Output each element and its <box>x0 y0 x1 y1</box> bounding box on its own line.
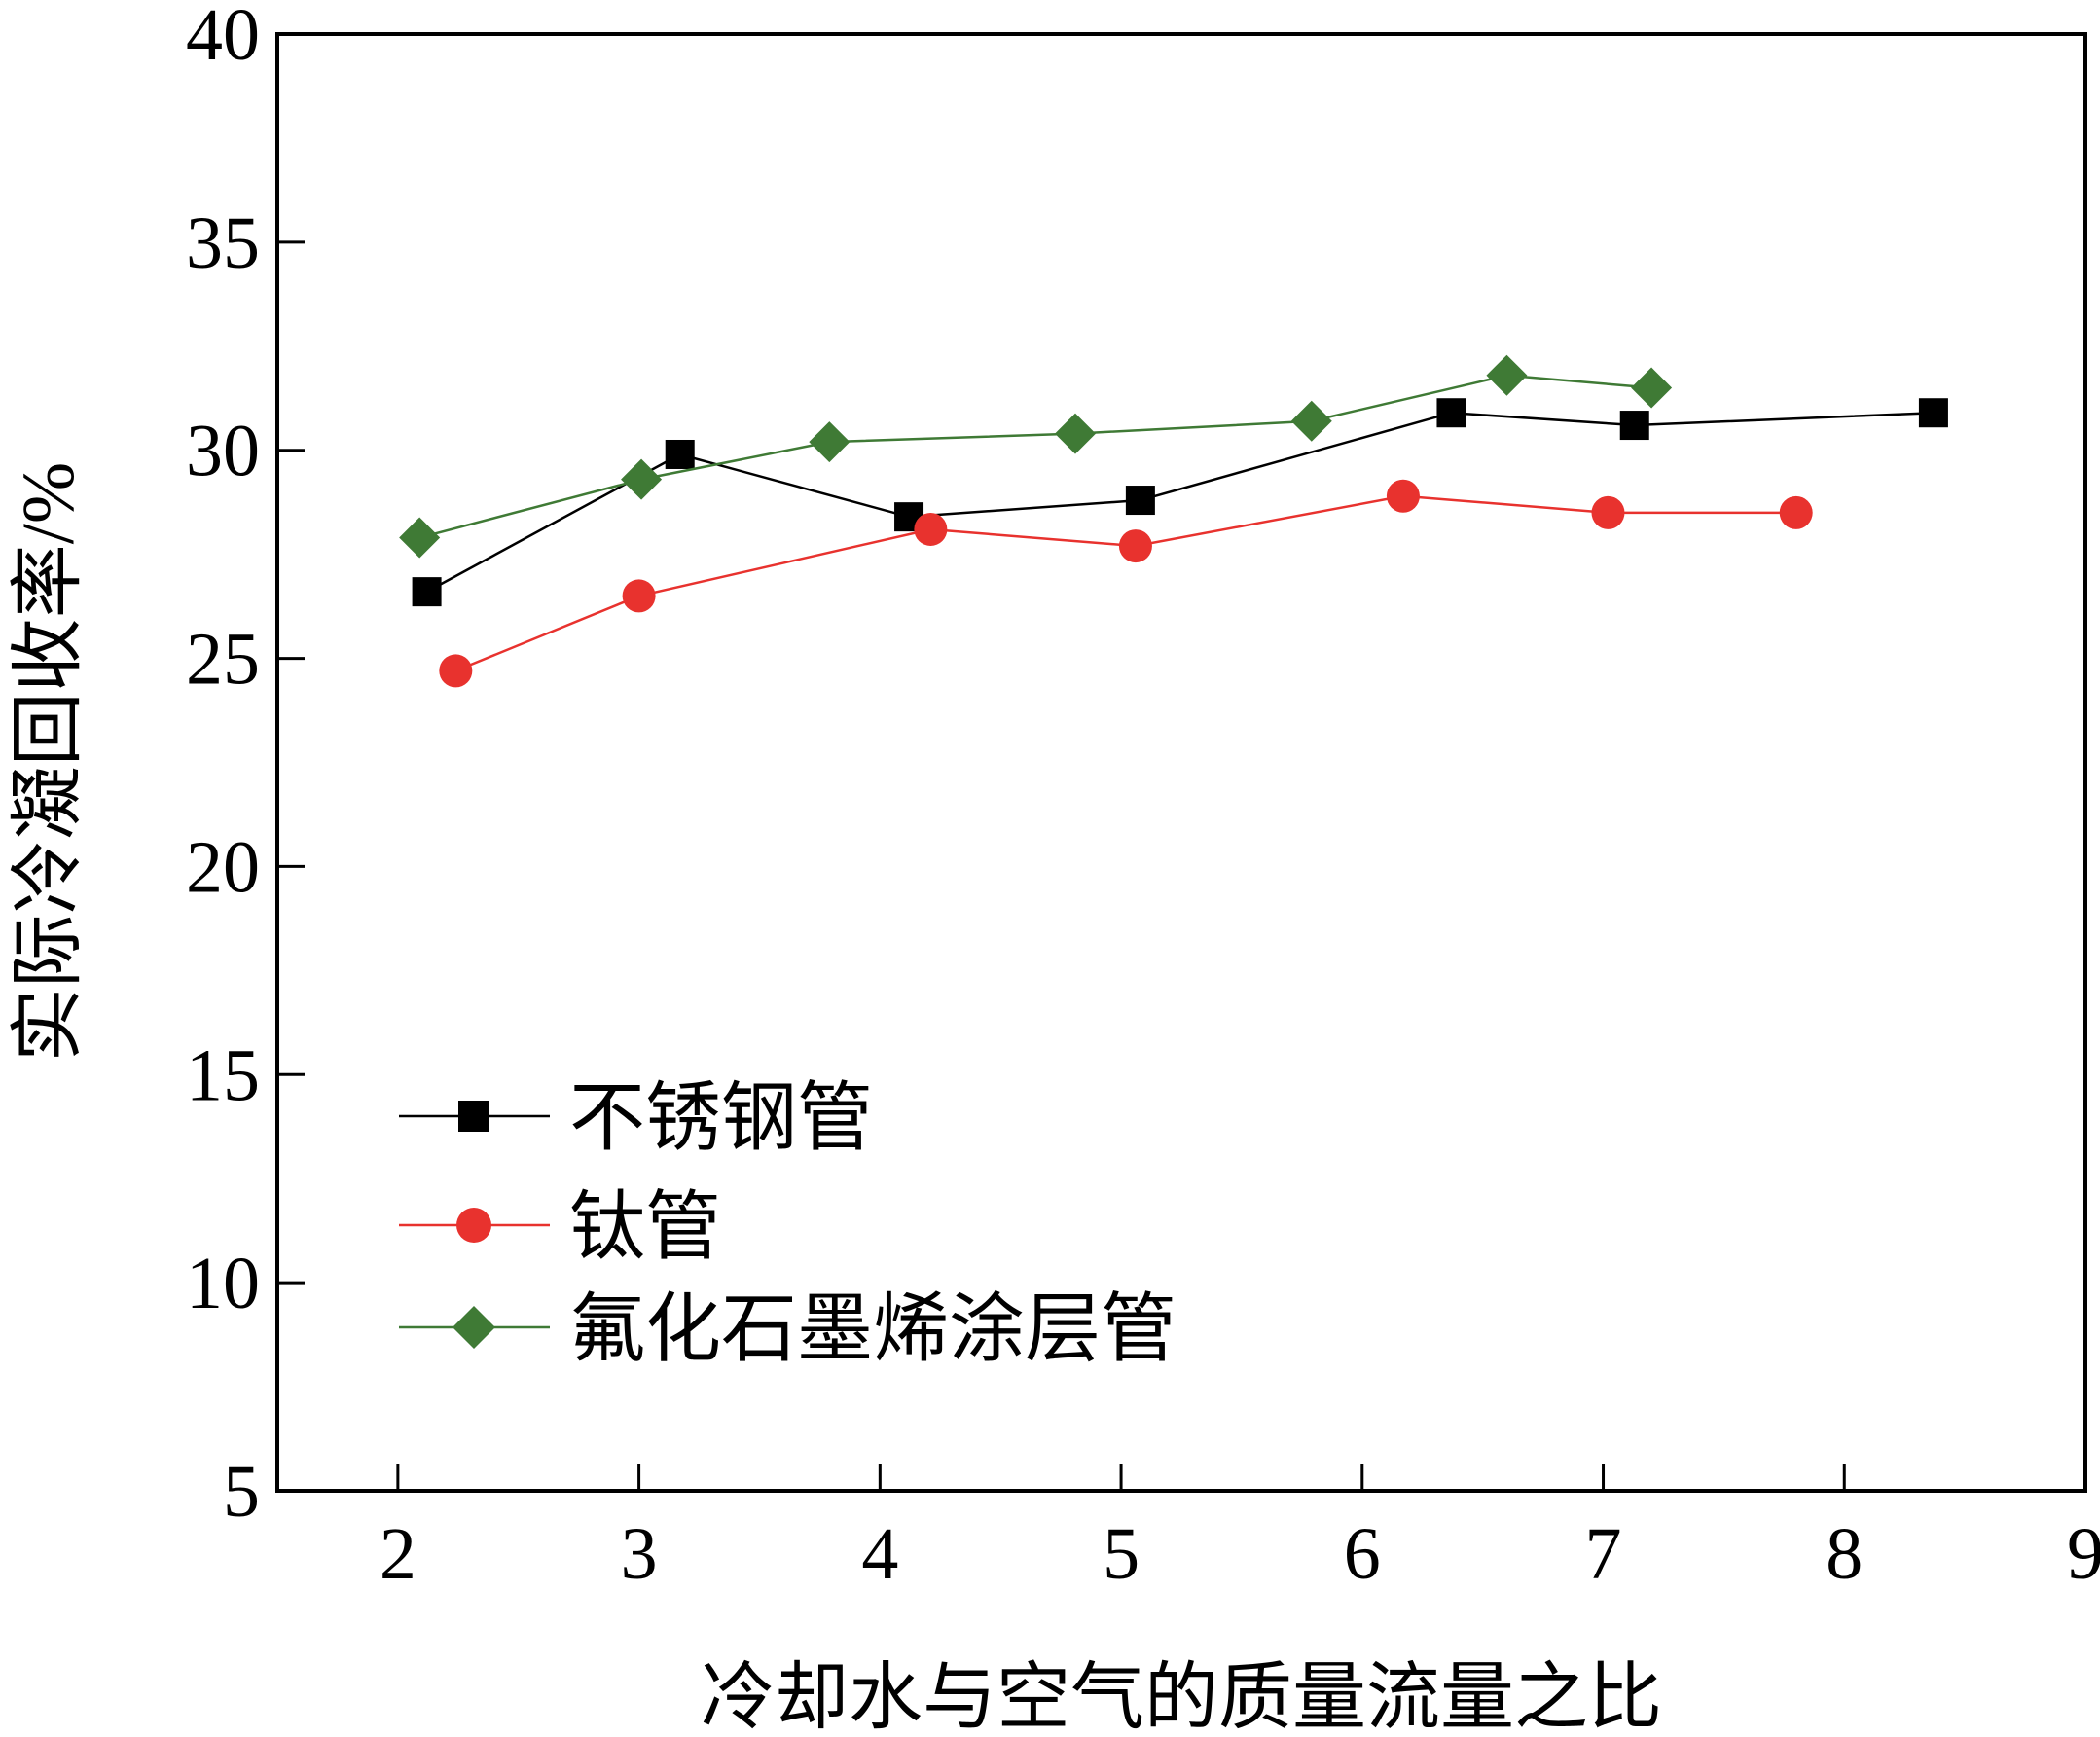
series-3 <box>399 354 1673 559</box>
data-point <box>1125 486 1155 516</box>
y-tick-label: 20 <box>186 826 260 908</box>
data-point <box>809 421 851 463</box>
data-point <box>1436 398 1466 428</box>
data-point <box>1386 479 1420 513</box>
y-tick-label: 35 <box>186 202 260 284</box>
y-tick-label: 40 <box>186 0 260 76</box>
legend-item: 钛管 <box>399 1184 721 1269</box>
legend-label: 氟化石墨烯涂层管 <box>569 1286 1177 1371</box>
series-layer <box>399 354 1948 688</box>
data-point <box>399 517 441 559</box>
y-tick-label: 10 <box>186 1243 260 1324</box>
series-line <box>425 411 1934 594</box>
legend-label: 钛管 <box>569 1184 721 1269</box>
y-axis: 5 10 15 20 25 30 35 40 <box>186 0 305 1533</box>
series-1 <box>412 398 1948 607</box>
data-point <box>914 512 948 546</box>
legend-item: 氟化石墨烯涂层管 <box>399 1286 1177 1371</box>
data-point <box>1918 398 1948 428</box>
x-tick-label: 7 <box>1585 1513 1622 1595</box>
data-point <box>1290 400 1332 442</box>
legend-marker <box>453 1306 495 1349</box>
data-point <box>1619 411 1649 441</box>
data-point <box>1779 495 1813 529</box>
x-tick-label: 4 <box>861 1513 898 1595</box>
data-point <box>622 579 656 613</box>
y-tick-label: 25 <box>186 619 260 701</box>
data-point <box>665 439 695 469</box>
legend-label: 不锈钢管 <box>569 1075 873 1160</box>
data-point <box>1486 354 1528 396</box>
y-tick-label: 15 <box>186 1034 260 1116</box>
x-tick-label: 9 <box>2067 1513 2100 1595</box>
data-point <box>412 577 442 607</box>
plot-frame <box>275 32 2087 1493</box>
data-point <box>1591 495 1625 529</box>
series-2 <box>439 479 1813 688</box>
x-tick-label: 8 <box>1826 1513 1863 1595</box>
x-axis: 2 3 4 5 6 7 8 9 <box>380 1464 2100 1595</box>
y-tick-label: 30 <box>186 411 260 492</box>
x-tick-label: 5 <box>1103 1513 1140 1595</box>
y-axis-title: 实际冷凝回收率/% <box>8 462 90 1062</box>
x-tick-label: 2 <box>380 1513 416 1595</box>
plot-area <box>275 32 2087 1493</box>
data-point <box>1631 367 1673 409</box>
legend-marker <box>458 1101 489 1132</box>
series-line <box>418 374 1652 539</box>
legend-marker <box>456 1208 491 1243</box>
data-point <box>1118 529 1152 563</box>
x-tick-label: 3 <box>621 1513 658 1595</box>
data-point <box>621 458 663 500</box>
data-point <box>1054 413 1096 454</box>
y-tick-label: 5 <box>223 1451 260 1533</box>
x-axis-title: 冷却水与空气的质量流量之比 <box>701 1657 1662 1737</box>
x-tick-label: 6 <box>1344 1513 1381 1595</box>
legend-item: 不锈钢管 <box>399 1075 873 1160</box>
data-point <box>439 654 473 688</box>
